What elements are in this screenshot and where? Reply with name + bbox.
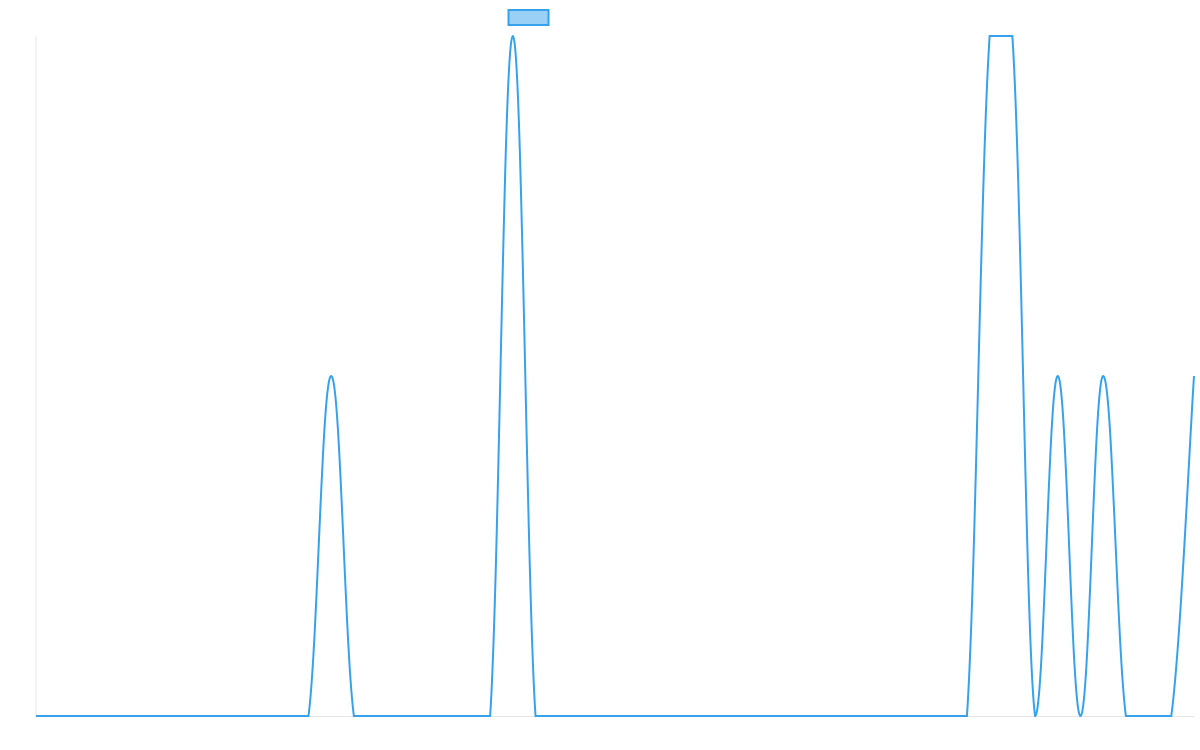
legend-swatch	[507, 9, 550, 26]
data-line	[36, 34, 1195, 718]
